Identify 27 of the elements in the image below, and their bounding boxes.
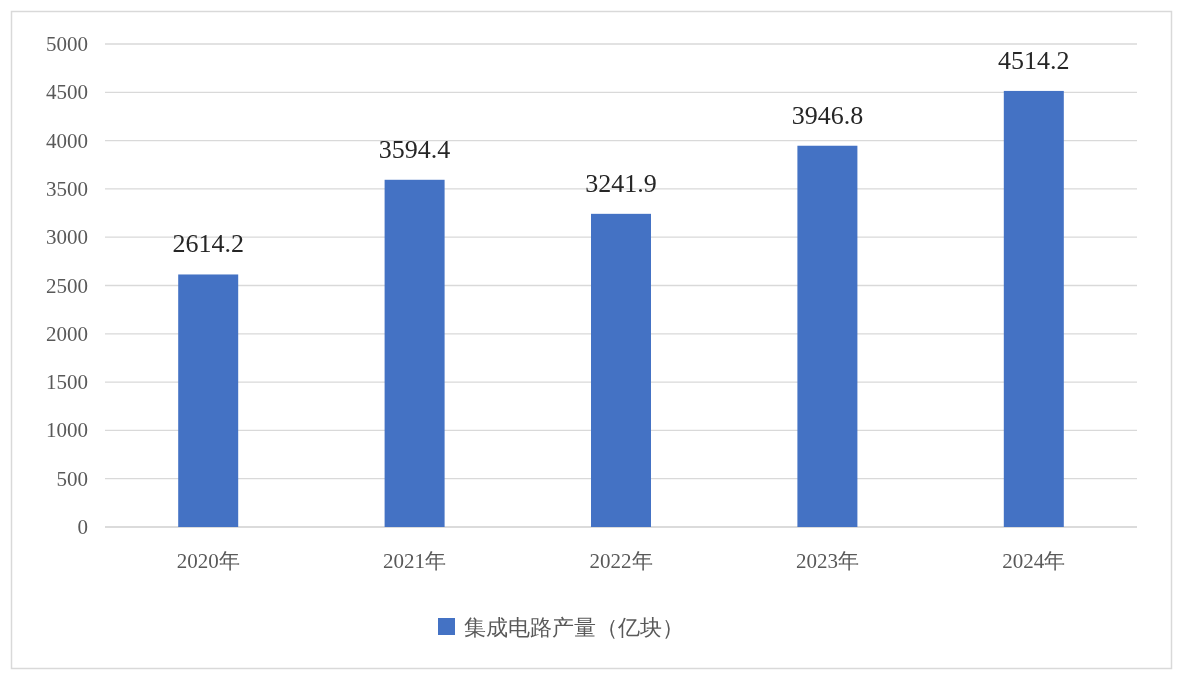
data-label: 4514.2 <box>998 45 1070 75</box>
bar <box>1003 90 1064 527</box>
y-tick-label: 4000 <box>46 128 88 153</box>
data-label: 3594.4 <box>378 134 451 164</box>
y-tick-label: 1500 <box>46 370 88 395</box>
data-label: 2614.2 <box>172 229 244 259</box>
y-tick-label: 0 <box>77 515 88 539</box>
y-tick-label: 2000 <box>46 321 88 346</box>
y-tick-label: 4500 <box>46 80 88 105</box>
x-tick-label: 2022年 <box>589 549 653 573</box>
legend-label: 集成电路产量（亿块） <box>464 615 684 640</box>
data-label: 3241.9 <box>585 168 657 198</box>
x-tick-label: 2020年 <box>176 549 240 573</box>
bar <box>591 213 651 527</box>
y-tick-label: 500 <box>56 466 88 491</box>
y-tick-label: 3500 <box>46 176 88 201</box>
y-tick-label: 5000 <box>46 32 88 56</box>
x-tick-label: 2021年 <box>383 549 447 573</box>
y-tick-label: 2500 <box>46 273 88 298</box>
x-tick-label: 2024年 <box>1002 549 1066 573</box>
bar <box>384 179 445 527</box>
x-tick-label: 2023年 <box>795 549 859 573</box>
data-label: 3946.8 <box>791 100 864 130</box>
y-tick-label: 1000 <box>46 418 88 443</box>
y-tick-label: 3000 <box>46 225 88 250</box>
bar <box>178 274 239 527</box>
bar <box>797 145 858 527</box>
